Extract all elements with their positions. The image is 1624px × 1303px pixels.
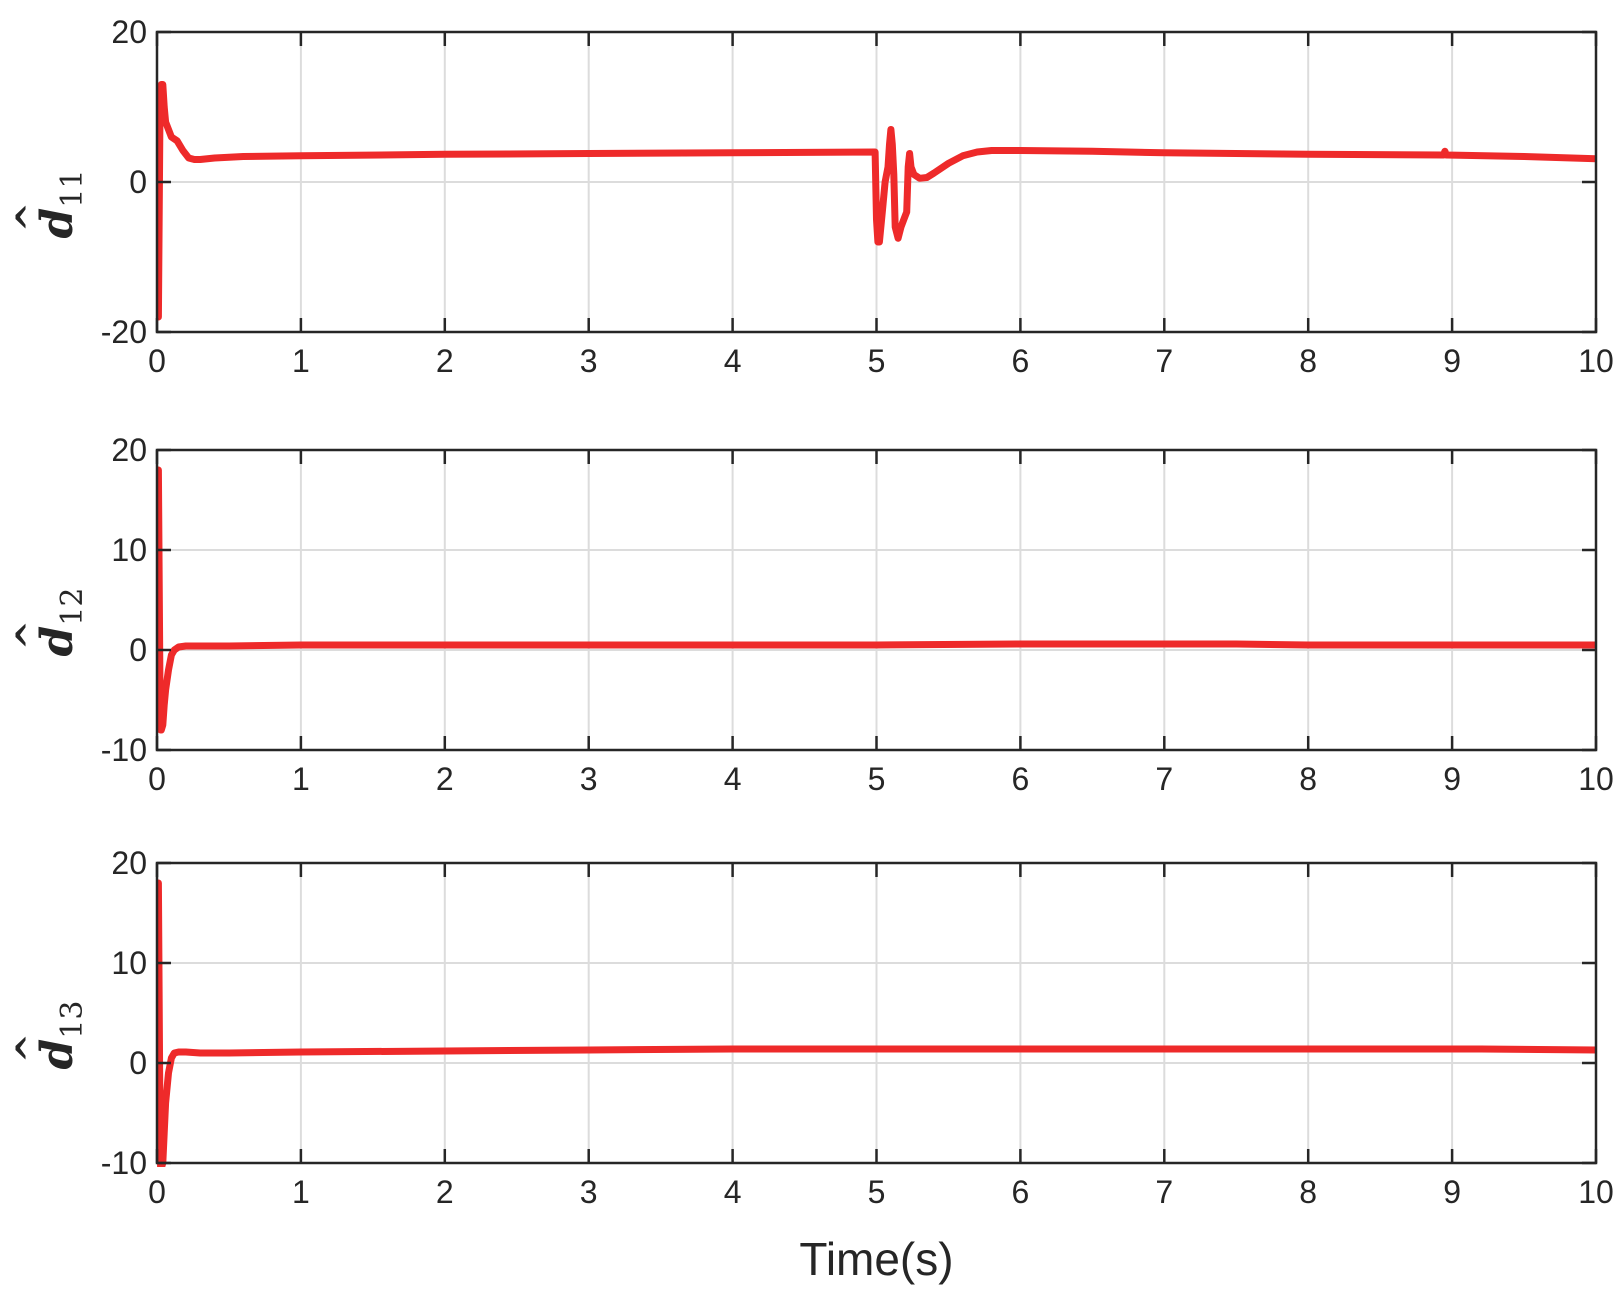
y-tick-label: 10 bbox=[111, 945, 147, 981]
y-tick-label: 0 bbox=[129, 164, 147, 200]
x-tick-label: 1 bbox=[292, 761, 310, 797]
x-tick-label: 0 bbox=[148, 343, 166, 379]
x-tick-label: 7 bbox=[1155, 761, 1173, 797]
series-line-1 bbox=[157, 81, 1596, 321]
x-tick-label: 9 bbox=[1443, 1174, 1461, 1210]
x-tick-label: 9 bbox=[1443, 343, 1461, 379]
x-tick-label: 6 bbox=[1012, 343, 1030, 379]
x-axis-label: Time(s) bbox=[799, 1233, 953, 1285]
x-tick-label: 10 bbox=[1578, 343, 1614, 379]
x-tick-label: 5 bbox=[868, 343, 886, 379]
x-tick-label: 7 bbox=[1155, 343, 1173, 379]
y-axis-label: d12^ bbox=[9, 588, 90, 657]
y-axis-label: d11^ bbox=[9, 170, 90, 239]
svg-text:d12: d12 bbox=[32, 588, 90, 657]
x-tick-label: 0 bbox=[148, 1174, 166, 1210]
y-tick-label: 0 bbox=[129, 1045, 147, 1081]
grid bbox=[157, 450, 1596, 750]
y-tick-label: 20 bbox=[111, 845, 147, 881]
y-tick-label: 20 bbox=[111, 432, 147, 468]
x-tick-label: 10 bbox=[1578, 761, 1614, 797]
y-tick-label: 0 bbox=[129, 632, 147, 668]
y-label-subscript: 13 bbox=[55, 1001, 90, 1039]
svg-text:d13: d13 bbox=[32, 1001, 90, 1070]
x-tick-label: 3 bbox=[580, 343, 598, 379]
series-line-1 bbox=[157, 879, 1596, 1167]
x-tick-label: 8 bbox=[1299, 761, 1317, 797]
x-tick-label: 2 bbox=[436, 343, 454, 379]
x-tick-label: 6 bbox=[1012, 761, 1030, 797]
y-label-hat: ^ bbox=[9, 1033, 51, 1063]
y-tick-label: 20 bbox=[111, 14, 147, 50]
y-tick-label: 10 bbox=[111, 532, 147, 568]
y-axis-label: d13^ bbox=[9, 1001, 90, 1070]
y-label-subscript: 11 bbox=[55, 170, 90, 208]
x-tick-label: 5 bbox=[868, 1174, 886, 1210]
y-label-base: d bbox=[32, 208, 83, 239]
y-tick-label: -20 bbox=[101, 314, 147, 350]
y-tick-label: -10 bbox=[101, 732, 147, 768]
y-label-base: d bbox=[32, 1039, 83, 1070]
x-tick-label: 10 bbox=[1578, 1174, 1614, 1210]
series-line-1 bbox=[157, 466, 1596, 734]
svg-text:d11: d11 bbox=[32, 170, 90, 239]
x-tick-label: 8 bbox=[1299, 343, 1317, 379]
x-tick-label: 8 bbox=[1299, 1174, 1317, 1210]
y-tick-label: -10 bbox=[101, 1145, 147, 1181]
x-tick-label: 7 bbox=[1155, 1174, 1173, 1210]
grid bbox=[157, 863, 1596, 1163]
x-tick-label: 1 bbox=[292, 1174, 310, 1210]
x-tick-label: 3 bbox=[580, 761, 598, 797]
x-tick-label: 2 bbox=[436, 761, 454, 797]
y-label-subscript: 12 bbox=[55, 588, 90, 626]
x-tick-label: 4 bbox=[724, 761, 742, 797]
x-tick-label: 4 bbox=[724, 343, 742, 379]
x-tick-label: 5 bbox=[868, 761, 886, 797]
x-tick-label: 1 bbox=[292, 343, 310, 379]
y-label-hat: ^ bbox=[9, 202, 51, 232]
x-tick-label: 4 bbox=[724, 1174, 742, 1210]
x-tick-label: 3 bbox=[580, 1174, 598, 1210]
y-label-hat: ^ bbox=[9, 620, 51, 650]
y-label-base: d bbox=[32, 626, 83, 657]
x-tick-label: 2 bbox=[436, 1174, 454, 1210]
x-tick-label: 6 bbox=[1012, 1174, 1030, 1210]
x-tick-label: 9 bbox=[1443, 761, 1461, 797]
x-tick-label: 0 bbox=[148, 761, 166, 797]
